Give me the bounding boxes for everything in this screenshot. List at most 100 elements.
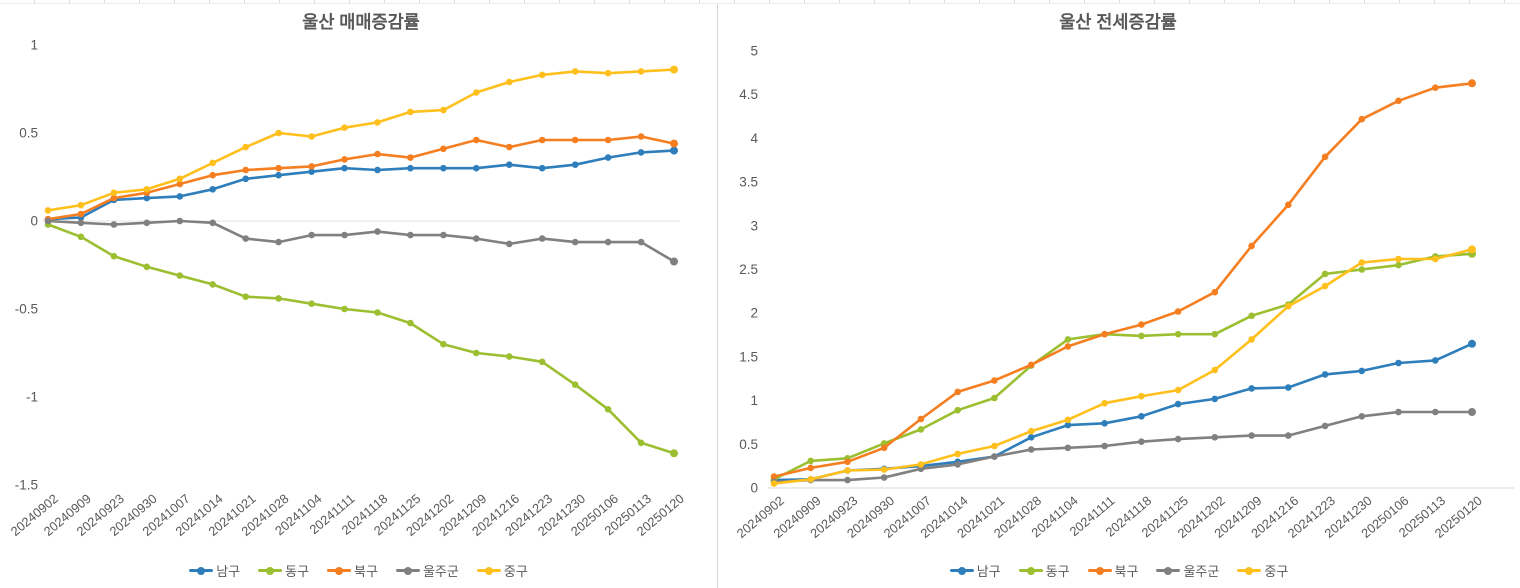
data-point [1358,367,1366,375]
series-line [772,342,1474,482]
data-point [991,442,998,450]
data-point [1248,242,1255,250]
data-point [308,163,315,170]
y-tick-label: 3 [750,218,758,233]
legend-item-uljugun: 울주군 [1156,561,1219,580]
data-point [77,201,85,209]
data-point [1064,343,1072,350]
y-tick-label: -0.5 [15,302,38,317]
data-point [176,175,184,183]
y-tick-label: 2 [750,306,758,321]
spreadsheet-gridline-strip [0,0,1520,4]
data-point [110,221,118,228]
data-point [1358,413,1366,420]
legend-marker-icon [1018,566,1043,575]
data-point [308,300,315,308]
series-line [46,223,676,455]
legend-item-donggu: 동구 [1018,561,1070,580]
legend-marker-icon [476,566,501,575]
y-tick-label: 0.5 [739,437,758,452]
data-point [275,171,282,179]
data-point [1358,266,1366,273]
data-point [1064,336,1072,343]
data-point [1174,435,1182,443]
y-tick-label: 4.5 [739,87,758,102]
data-point [44,217,52,225]
data-point [1027,427,1035,435]
sale-price-change-chart[interactable]: 울산 매매증감률 1 0.5 0 -0.5 -1 -1.520240902202409092… [0,4,717,588]
series-line [772,410,1474,484]
data-point [407,164,414,172]
data-point [473,136,480,144]
legend-label: 남구 [976,564,1001,579]
data-point [407,154,414,161]
line-series-uljugun [44,217,678,266]
data-point [604,238,612,246]
data-point [473,164,480,172]
legend-label: 남구 [216,564,241,579]
data-point [110,189,118,197]
data-point [1101,399,1108,407]
data-point [538,358,546,366]
data-point [1432,408,1439,416]
data-point [242,293,249,301]
data-point [77,210,85,218]
data-point [1468,408,1476,416]
legend-item-donggu: 동구 [258,561,309,580]
data-point [1101,442,1108,450]
legend-label: 중구 [503,564,528,579]
legend-item-bukgu: 북구 [1087,561,1138,580]
line-series-bukgu [770,79,1476,480]
data-point [604,154,612,161]
data-point [770,480,778,487]
data-point [407,231,414,239]
data-point [473,349,480,357]
data-point [637,149,645,156]
data-point [670,257,678,266]
data-point [374,309,381,316]
legend-marker-icon [1087,566,1112,575]
data-point [275,295,282,302]
data-point [341,156,348,163]
y-tick-label: 0 [30,214,38,229]
data-point [110,194,118,202]
data-point [1027,361,1035,369]
data-point [880,474,888,481]
data-point [538,235,546,242]
data-point [308,231,315,239]
data-point [1211,330,1219,338]
data-point [1211,366,1219,374]
data-point [604,406,612,413]
sale-price-chart-panel: 울산 매매증감률 1 0.5 0 -0.5 -1 -1.5 20240902 20240909 2… [0,4,717,588]
data-point [341,305,348,313]
y-tick-label: 4 [750,131,758,146]
data-point [209,281,216,288]
sale-price-chart-legend: 남구 동구 북구 울주군 중구 [0,561,717,580]
data-point [604,69,612,77]
y-axis: 1 0.5 0 -0.5 -1 -1.5 [15,38,38,493]
data-point [374,166,381,174]
data-point [242,143,249,151]
data-point [1432,357,1439,364]
chart-title: 울산 매매증감률 [302,12,420,32]
chart-title: 울산 전세증감률 [1059,12,1177,32]
data-point [473,89,480,96]
data-point [341,231,348,239]
data-point [1138,392,1145,400]
jeonse-price-change-chart[interactable]: 울산 전세증감률 5 4.5 4 3.5 3 2.5 2 1.5 1 0.5 020240902202… [718,4,1520,588]
y-tick-label: -1 [26,390,38,405]
data-point [374,150,381,158]
jeonse-price-chart-legend: 남구 동구 북구 울주군 중구 [718,561,1520,580]
data-point [1174,386,1182,394]
legend-marker-icon [258,566,283,575]
data-point [176,217,184,225]
data-point [1138,332,1145,340]
data-point [571,68,579,75]
y-axis: 5 4.5 4 3.5 3 2.5 2 1.5 1 0.5 0 [739,44,758,496]
data-point [1358,259,1366,266]
data-point [917,461,925,468]
data-point [440,106,447,114]
data-point [1064,444,1072,452]
legend-item-namgu: 남구 [949,561,1001,580]
legend-marker-icon [189,566,214,575]
